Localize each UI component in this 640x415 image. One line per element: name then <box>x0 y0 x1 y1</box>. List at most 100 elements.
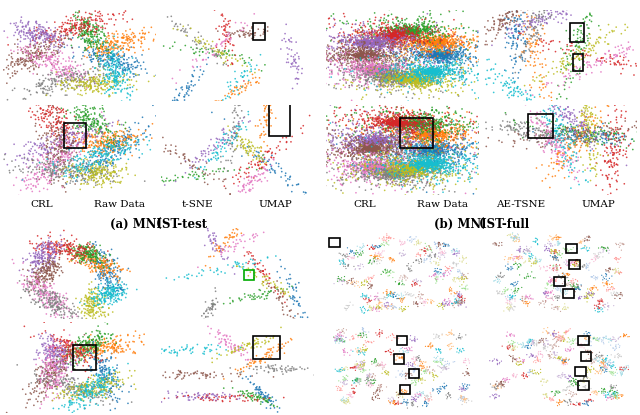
Point <box>287 60 298 66</box>
Point <box>371 40 381 47</box>
Point <box>108 267 118 273</box>
Point <box>372 36 383 43</box>
Point <box>364 40 374 47</box>
Point <box>369 56 380 62</box>
Point <box>473 171 483 178</box>
Point <box>356 139 366 145</box>
Point <box>426 159 436 165</box>
Point <box>566 12 576 18</box>
Point <box>329 280 339 287</box>
Point <box>229 348 239 355</box>
Bar <box>569 260 580 269</box>
Point <box>65 397 75 404</box>
Point <box>67 232 77 239</box>
Point <box>379 242 389 248</box>
Point <box>415 59 425 65</box>
Point <box>504 344 515 351</box>
Point <box>44 247 54 253</box>
Point <box>374 33 385 39</box>
Point <box>358 67 369 74</box>
Point <box>367 242 378 249</box>
Point <box>19 177 29 184</box>
Point <box>460 29 470 36</box>
Point <box>337 337 348 344</box>
Point <box>503 29 513 36</box>
Point <box>266 107 276 113</box>
Point <box>51 269 61 276</box>
Point <box>95 357 106 364</box>
Point <box>56 245 67 252</box>
Point <box>54 105 64 112</box>
Point <box>182 85 192 92</box>
Point <box>410 153 420 159</box>
Point <box>252 260 262 267</box>
Point <box>362 374 372 381</box>
Point <box>307 48 317 54</box>
Point <box>553 374 563 381</box>
Point <box>365 144 376 150</box>
Point <box>108 148 118 154</box>
Point <box>500 288 511 294</box>
Point <box>582 398 592 405</box>
Point <box>33 364 44 371</box>
Point <box>442 366 452 373</box>
Point <box>421 69 431 76</box>
Point <box>352 71 362 78</box>
Point <box>404 76 414 83</box>
Point <box>40 36 50 42</box>
Point <box>389 118 399 124</box>
Point <box>411 76 421 83</box>
Point <box>431 354 442 361</box>
Point <box>609 266 620 273</box>
Point <box>534 91 545 98</box>
Point <box>263 364 273 370</box>
Point <box>80 70 90 77</box>
Point <box>25 57 35 63</box>
Point <box>435 35 445 42</box>
Point <box>554 83 564 90</box>
Point <box>374 33 385 40</box>
Point <box>371 147 381 154</box>
Point <box>332 104 342 111</box>
Point <box>227 392 237 399</box>
Point <box>426 132 436 138</box>
Point <box>599 127 609 134</box>
Point <box>314 141 324 148</box>
Point <box>398 172 408 178</box>
Point <box>444 265 454 272</box>
Point <box>491 381 501 388</box>
Point <box>406 402 417 408</box>
Point <box>538 100 548 106</box>
Point <box>376 166 387 173</box>
Point <box>37 296 47 303</box>
Point <box>574 109 584 115</box>
Point <box>110 45 120 51</box>
Point <box>385 162 395 168</box>
Point <box>527 50 538 56</box>
Point <box>424 343 434 349</box>
Point <box>588 117 598 124</box>
Point <box>433 52 444 59</box>
Point <box>367 146 378 152</box>
Point <box>336 37 346 44</box>
Point <box>90 250 100 257</box>
Point <box>543 139 553 145</box>
Point <box>40 283 51 289</box>
Point <box>88 34 98 40</box>
Point <box>552 275 562 281</box>
Point <box>576 37 586 44</box>
Point <box>461 54 471 60</box>
Point <box>556 139 566 146</box>
Point <box>370 170 380 176</box>
Point <box>552 68 563 75</box>
Point <box>393 127 403 134</box>
Point <box>406 42 417 49</box>
Point <box>118 35 128 42</box>
Point <box>362 148 372 154</box>
Point <box>509 235 519 242</box>
Point <box>44 172 54 179</box>
Point <box>351 65 361 71</box>
Point <box>426 159 436 166</box>
Point <box>112 63 122 70</box>
Point <box>57 115 67 122</box>
